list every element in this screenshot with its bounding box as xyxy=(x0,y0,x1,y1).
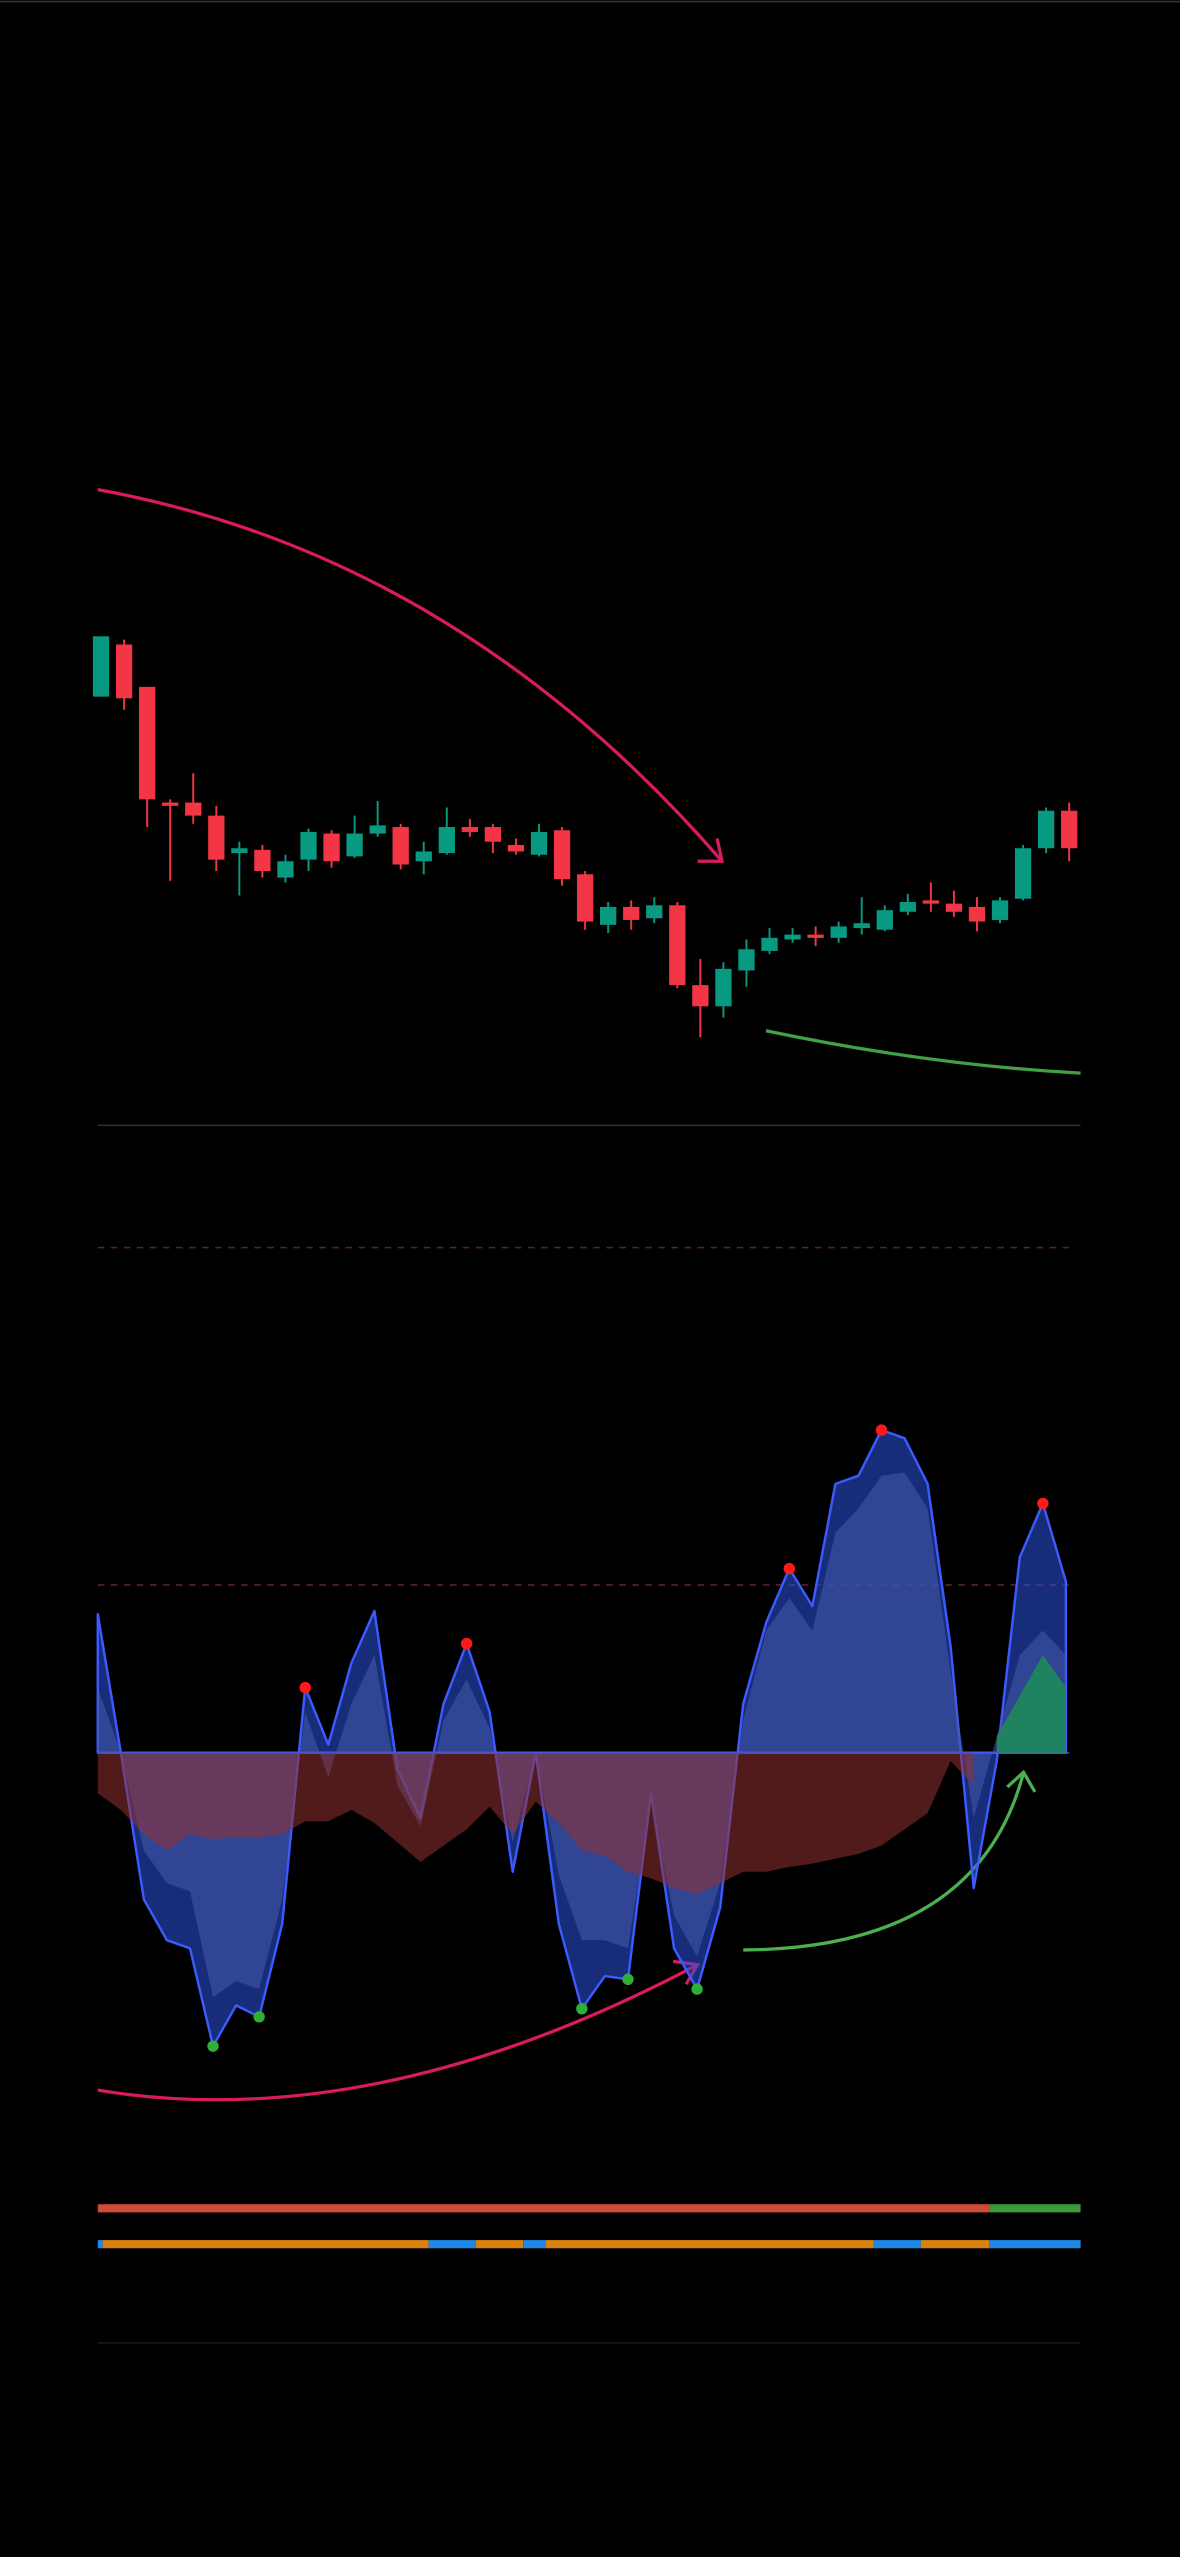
candle-body xyxy=(991,900,1009,920)
candle-body xyxy=(738,949,755,971)
candle-body xyxy=(646,905,663,919)
candle-body xyxy=(438,827,455,854)
candle-body xyxy=(876,910,893,930)
arrow-head xyxy=(697,838,725,863)
strip-segment xyxy=(97,2240,103,2249)
candle-body xyxy=(92,636,110,697)
candle-body xyxy=(277,861,294,878)
candle-body xyxy=(461,827,479,832)
candle-body xyxy=(922,900,940,904)
candle-body xyxy=(761,937,778,951)
strip-segment xyxy=(475,2240,524,2249)
candle-body xyxy=(784,934,801,940)
pivot-dot xyxy=(783,1562,796,1575)
trend-curve xyxy=(765,1029,1081,1075)
candle-body xyxy=(139,686,156,800)
candle-body xyxy=(484,827,502,842)
candle-body xyxy=(853,923,870,929)
pivot-dot xyxy=(875,1424,888,1436)
strip-segment xyxy=(873,2240,921,2249)
strip-segment xyxy=(989,2204,1081,2213)
strip-segment xyxy=(97,2204,990,2213)
area-fill xyxy=(97,1752,974,1895)
pivot-dot xyxy=(299,1681,311,1694)
candle-body xyxy=(300,831,317,860)
candle-body xyxy=(415,851,432,862)
candle-body xyxy=(323,833,340,862)
candle-body xyxy=(945,903,963,912)
candle-body xyxy=(1014,848,1032,899)
area-fill xyxy=(996,1654,1066,1753)
strip-segment xyxy=(428,2240,476,2249)
trend-arrow xyxy=(97,488,724,863)
strip-segment xyxy=(545,2240,874,2249)
candle-body xyxy=(1061,810,1078,849)
candle-body xyxy=(231,848,248,854)
candle-body xyxy=(692,985,709,1007)
candle-body xyxy=(715,968,732,1007)
candle-body xyxy=(507,844,525,852)
pivot-dot xyxy=(253,2011,265,2023)
strip-segment xyxy=(523,2240,546,2249)
candle-body xyxy=(807,934,824,938)
state-strips xyxy=(97,2204,1081,2249)
area-fill xyxy=(97,1472,1066,1998)
candle-body xyxy=(1037,810,1055,849)
strip-segment xyxy=(102,2240,429,2249)
candle-body xyxy=(346,833,363,857)
pivot-dot xyxy=(576,2002,588,2015)
candle-body xyxy=(830,926,847,938)
trend-arrow xyxy=(97,1963,699,2102)
pivot-dot xyxy=(1037,1497,1049,1510)
annotations xyxy=(97,488,1081,2102)
candle-body xyxy=(392,827,409,865)
strip-segment xyxy=(920,2240,990,2249)
candle-body xyxy=(553,830,571,880)
pivot-dot xyxy=(622,1973,634,1986)
candle-body xyxy=(208,815,225,860)
pivot-dot xyxy=(207,2040,219,2052)
candle-body xyxy=(600,906,617,925)
pivot-dot xyxy=(691,1983,703,1995)
candle-body xyxy=(669,905,686,986)
candle-body xyxy=(899,902,916,912)
pivot-dot xyxy=(460,1637,473,1650)
candle-body xyxy=(968,906,986,922)
candle-body xyxy=(369,825,386,834)
candle-body xyxy=(530,831,548,855)
trend-arrow xyxy=(743,1771,1026,1952)
candle-body xyxy=(162,802,179,806)
candle-body xyxy=(185,802,202,816)
candle-body xyxy=(254,849,271,872)
arrow-head xyxy=(1006,1769,1037,1793)
strip-segment xyxy=(989,2240,1081,2249)
candle-body xyxy=(115,644,133,699)
candle-body xyxy=(623,906,640,920)
candle-body xyxy=(576,874,594,922)
